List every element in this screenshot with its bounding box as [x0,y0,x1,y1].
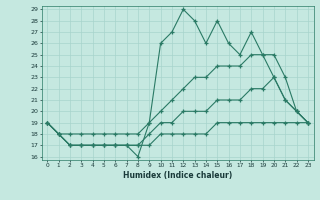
X-axis label: Humidex (Indice chaleur): Humidex (Indice chaleur) [123,171,232,180]
